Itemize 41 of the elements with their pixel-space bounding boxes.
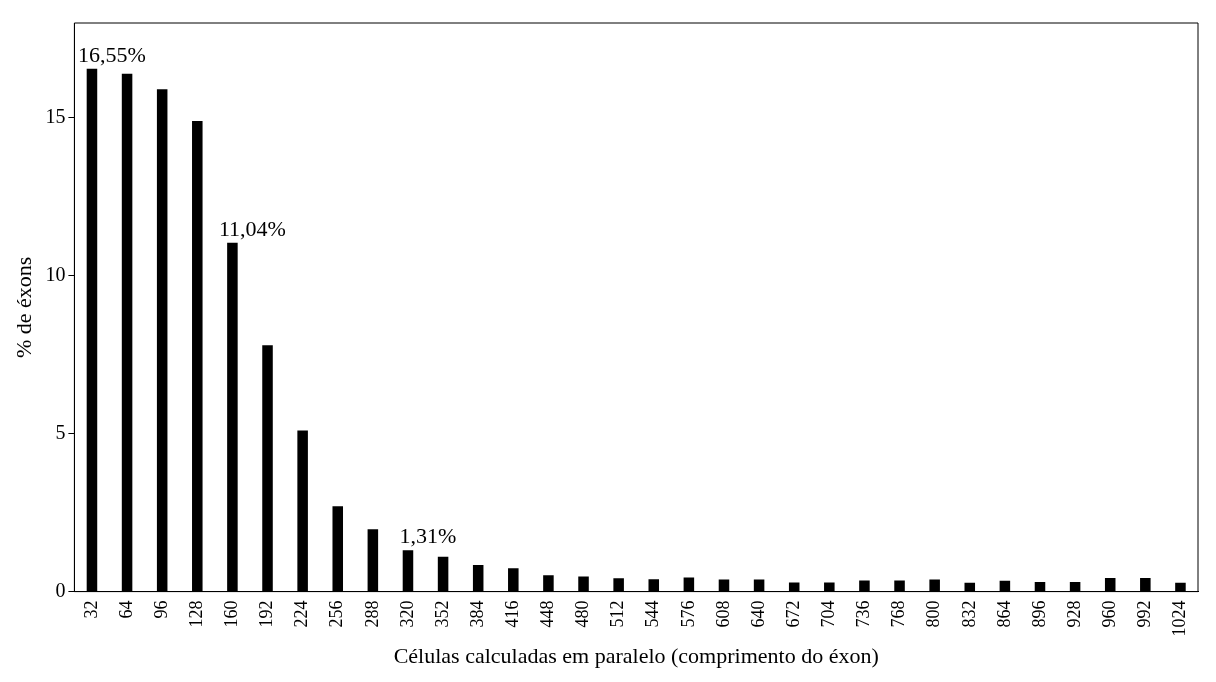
x-tick-label: 512 [607,600,628,628]
x-tick-label: 32 [80,600,101,619]
x-tick-label: 800 [923,600,944,628]
data-label: 16,55% [78,41,146,67]
x-tick-label: 256 [326,600,347,628]
x-tick-label: 832 [958,600,979,628]
x-tick-label: 672 [782,600,803,628]
x-tick-label: 320 [396,600,417,628]
x-tick-label: 448 [537,600,558,628]
x-tick-label: 160 [221,600,242,628]
x-tick-label: 1024 [1169,600,1190,637]
x-axis-title: Células calculadas em paralelo (comprimento do éxon) [393,642,879,668]
y-tick-label: 15 [45,105,66,128]
x-tick-label: 928 [1063,600,1084,628]
x-tick-label: 192 [256,600,277,628]
x-tick-label: 352 [431,600,452,628]
x-tick-label: 224 [291,600,312,628]
x-tick-label: 480 [572,600,593,628]
y-tick-label: 0 [55,578,66,601]
x-tick-label: 544 [642,600,663,628]
x-tick-label: 768 [888,600,909,628]
x-tick-label: 64 [115,600,136,619]
x-tick-label: 416 [502,600,523,628]
x-tick-label: 384 [466,600,487,628]
data-label: 1,31% [399,523,457,548]
x-tick-label: 704 [818,600,839,628]
data-label: 11,04% [218,215,286,241]
x-tick-label: 96 [150,600,171,619]
y-tick-label: 5 [55,420,66,443]
x-tick-label: 128 [186,600,207,628]
x-tick-label: 608 [712,600,733,628]
x-tick-label: 960 [1098,600,1119,628]
x-tick-label: 640 [747,600,768,628]
x-tick-label: 576 [677,600,698,628]
x-tick-label: 288 [361,600,382,628]
x-tick-label: 864 [993,600,1014,628]
y-tick-label: 10 [45,262,66,285]
x-tick-label: 992 [1134,600,1155,628]
y-axis-title: % de éxons [10,256,36,359]
x-tick-label: 896 [1028,600,1049,628]
x-tick-label: 736 [853,600,874,628]
